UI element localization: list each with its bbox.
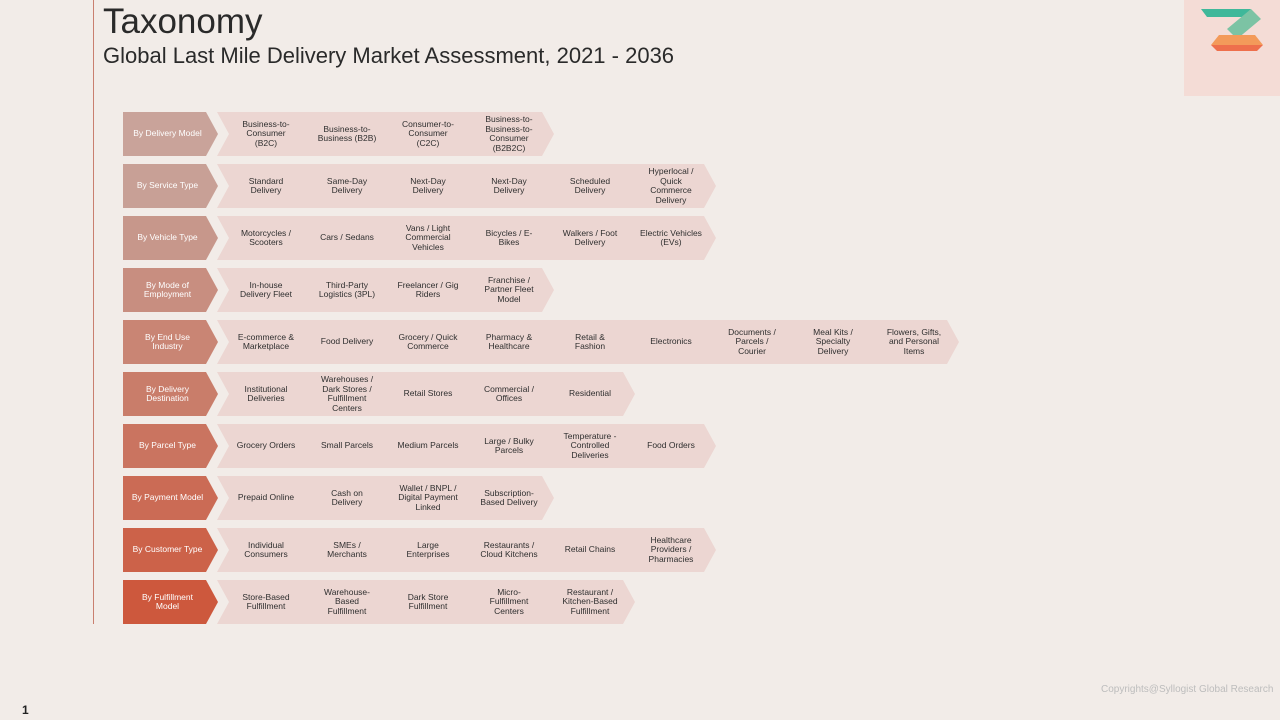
segment-item: Electronics — [622, 320, 716, 364]
category-header: By Delivery Model — [123, 112, 218, 156]
segment-item: Large / Bulky Parcels — [460, 424, 554, 468]
category-header: By Fulfillment Model — [123, 580, 218, 624]
category-header: By End Use Industry — [123, 320, 218, 364]
segment-item: Subscription-Based Delivery — [460, 476, 554, 520]
segment-item: Motorcycles / Scooters — [217, 216, 311, 260]
segment-item: Grocery Orders — [217, 424, 311, 468]
segment-item: Pharmacy & Healthcare — [460, 320, 554, 364]
segment-item: Retail Stores — [379, 372, 473, 416]
segment-item: Consumer-to-Consumer (C2C) — [379, 112, 473, 156]
segment-item: Electric Vehicles (EVs) — [622, 216, 716, 260]
page-subtitle: Global Last Mile Delivery Market Assessm… — [103, 43, 675, 68]
segment-item: Cash on Delivery — [298, 476, 392, 520]
segment-item: Cars / Sedans — [298, 216, 392, 260]
segment-item: Next-Day Delivery — [460, 164, 554, 208]
category-header: By Delivery Destination — [123, 372, 218, 416]
segment-item: Warehouse-Based Fulfillment — [298, 580, 392, 624]
category-header: By Vehicle Type — [123, 216, 218, 260]
segment-item: Food Delivery — [298, 320, 392, 364]
segment-item: Flowers, Gifts, and Personal Items — [865, 320, 959, 364]
category-header: By Parcel Type — [123, 424, 218, 468]
category-header: By Payment Model — [123, 476, 218, 520]
segment-item: Residential — [541, 372, 635, 416]
segment-item: Business-to-Business-to-Consumer (B2B2C) — [460, 112, 554, 156]
segment-item: Retail Chains — [541, 528, 635, 572]
category-header: By Mode of Employment — [123, 268, 218, 312]
segment-item: Food Orders — [622, 424, 716, 468]
page-number: 1 — [22, 703, 29, 717]
segment-item: Commercial / Offices — [460, 372, 554, 416]
segment-item: Hyperlocal / Quick Commerce Delivery — [622, 164, 716, 208]
segment-item: Micro-Fulfillment Centers — [460, 580, 554, 624]
segment-item: Business-to-Consumer (B2C) — [217, 112, 311, 156]
segment-item: Wallet / BNPL / Digital Payment Linked — [379, 476, 473, 520]
category-header: By Customer Type — [123, 528, 218, 572]
segment-item: Institutional Deliveries — [217, 372, 311, 416]
segment-item: Third-Party Logistics (3PL) — [298, 268, 392, 312]
segment-item: Temperature -Controlled Deliveries — [541, 424, 635, 468]
segment-item: Dark Store Fulfillment — [379, 580, 473, 624]
segment-item: Individual Consumers — [217, 528, 311, 572]
segment-item: Same-Day Delivery — [298, 164, 392, 208]
segment-item: Prepaid Online — [217, 476, 311, 520]
segment-item: Healthcare Providers / Pharmacies — [622, 528, 716, 572]
segment-item: SMEs / Merchants — [298, 528, 392, 572]
category-header: By Service Type — [123, 164, 218, 208]
left-divider-line — [93, 0, 94, 624]
segment-item: E-commerce & Marketplace — [217, 320, 311, 364]
segment-item: Scheduled Delivery — [541, 164, 635, 208]
segment-item: Restaurants / Cloud Kitchens — [460, 528, 554, 572]
segment-item: Small Parcels — [298, 424, 392, 468]
brand-logo — [1184, 0, 1280, 96]
segment-item: Business-to-Business (B2B) — [298, 112, 392, 156]
segment-item: Bicycles / E-Bikes — [460, 216, 554, 260]
segment-item: Warehouses / Dark Stores / Fulfillment C… — [298, 372, 392, 416]
segment-item: Vans / Light Commercial Vehicles — [379, 216, 473, 260]
segment-item: Franchise / Partner Fleet Model — [460, 268, 554, 312]
segment-item: In-house Delivery Fleet — [217, 268, 311, 312]
segment-item: Freelancer / Gig Riders — [379, 268, 473, 312]
segment-item: Retail & Fashion — [541, 320, 635, 364]
copyright-text: Copyrights@Syllogist Global Research — [1101, 684, 1274, 695]
segment-item: Large Enterprises — [379, 528, 473, 572]
page-title: Taxonomy — [103, 2, 263, 41]
segment-item: Meal Kits / Specialty Delivery — [784, 320, 878, 364]
segment-item: Documents / Parcels / Courier — [703, 320, 797, 364]
segment-item: Store-Based Fulfillment — [217, 580, 311, 624]
segment-item: Medium Parcels — [379, 424, 473, 468]
segment-item: Standard Delivery — [217, 164, 311, 208]
segment-item: Restaurant / Kitchen-Based Fulfillment — [541, 580, 635, 624]
brand-logo-icon — [1201, 9, 1263, 51]
segment-item: Grocery / Quick Commerce — [379, 320, 473, 364]
segment-item: Walkers / Foot Delivery — [541, 216, 635, 260]
segment-item: Next-Day Delivery — [379, 164, 473, 208]
